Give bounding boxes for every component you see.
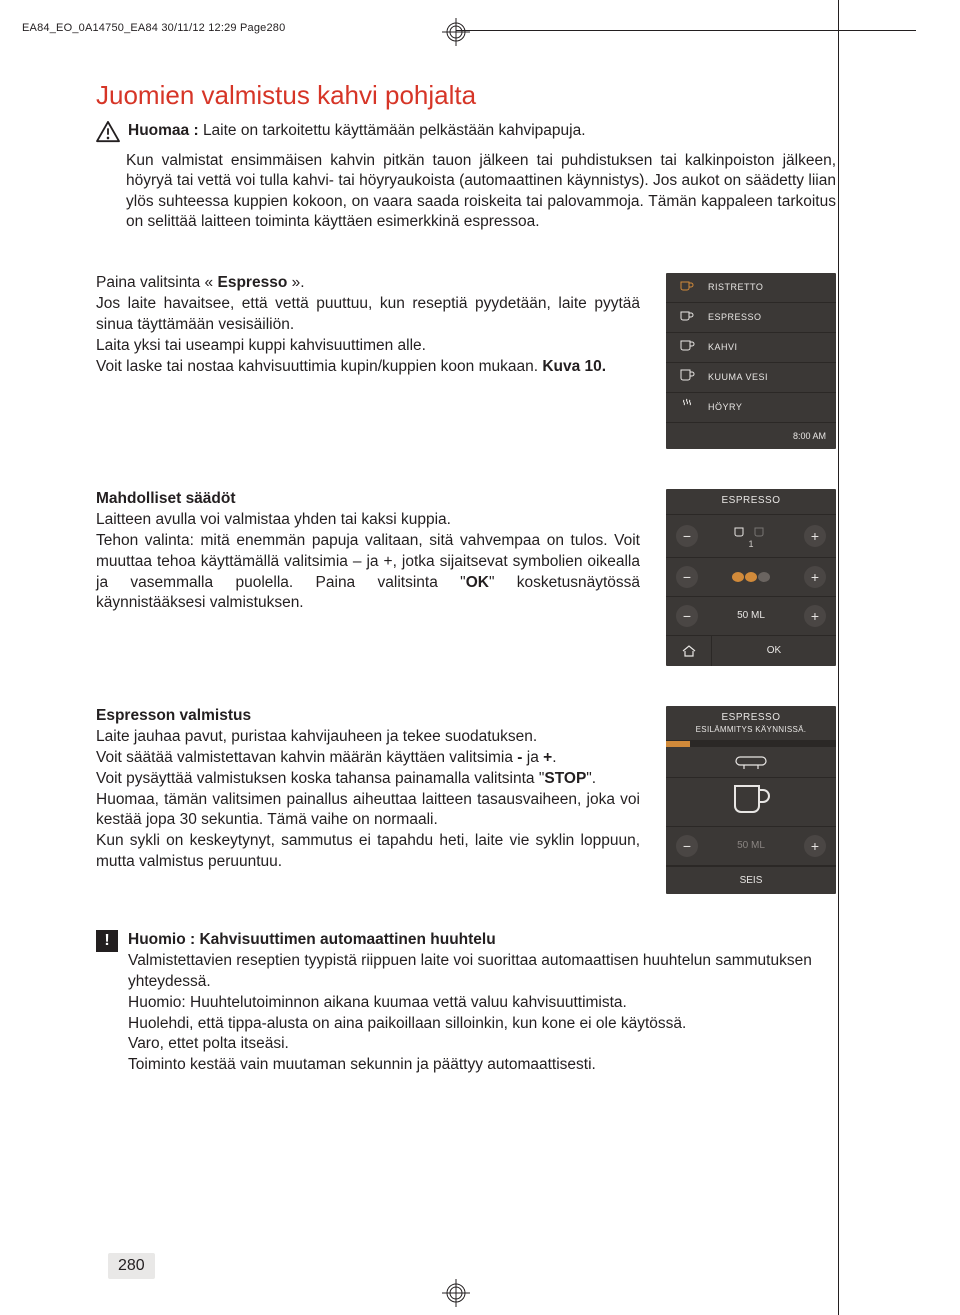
page-number: 280 [108, 1253, 155, 1279]
intro-paragraph: Kun valmistat ensimmäisen kahvin pitkän … [96, 151, 836, 233]
beans-row: − + [666, 558, 836, 597]
warning-text: Huomaa : Laite on tarkoitettu käyttämään… [128, 121, 586, 141]
section-espresso-select: Paina valitsinta « Espresso ». Jos laite… [96, 273, 836, 449]
section-brewing: Espresson valmistus Laite jauhaa pavut, … [96, 706, 836, 894]
page-body: Juomien valmistus kahvi pohjalta Huomaa … [96, 80, 836, 1076]
big-cup-icon [666, 778, 836, 827]
beans-icon [732, 572, 770, 582]
menu-label: KUUMA VESI [708, 372, 768, 382]
menu-label: RISTRETTO [708, 282, 763, 292]
plus-button[interactable]: + [804, 605, 826, 627]
section-settings: Mahdolliset säädöt Laitteen avulla voi v… [96, 489, 836, 666]
bottom-row: OK [666, 636, 836, 666]
volume-label: 50 ML [737, 840, 765, 851]
volume-label: 50 ML [737, 610, 765, 621]
cup-count: 1 [732, 539, 770, 549]
minus-button[interactable]: − [676, 525, 698, 547]
minus-button[interactable]: − [676, 605, 698, 627]
steam-icon [676, 397, 698, 418]
screen-drink-menu: RISTRETTO ESPRESSO KAHVI KUUMA VESI HÖYR… [666, 273, 836, 449]
crop-line-h [456, 30, 916, 31]
dispenser-icon [666, 747, 836, 778]
notice-block: ! Huomio : Kahvisuuttimen automaattinen … [96, 930, 836, 1076]
section-text: Mahdolliset säädöt Laitteen avulla voi v… [96, 489, 640, 666]
volume-row: − 50 ML + [666, 597, 836, 636]
warning-row: Huomaa : Laite on tarkoitettu käyttämään… [96, 121, 836, 143]
plus-button[interactable]: + [804, 835, 826, 857]
notice-text: Huomio : Kahvisuuttimen automaattinen hu… [128, 930, 832, 1076]
minus-button[interactable]: − [676, 566, 698, 588]
home-button[interactable] [666, 636, 712, 666]
page-title: Juomien valmistus kahvi pohjalta [96, 80, 836, 111]
cup-icon [676, 277, 698, 298]
cups-icon [732, 523, 770, 539]
menu-item-kuumavesi[interactable]: KUUMA VESI [666, 363, 836, 393]
cup-icon [676, 337, 698, 358]
menu-label: KAHVI [708, 342, 738, 352]
clock: 8:00 AM [666, 423, 836, 449]
section-text: Espresson valmistus Laite jauhaa pavut, … [96, 706, 640, 894]
menu-item-ristretto[interactable]: RISTRETTO [666, 273, 836, 303]
plus-button[interactable]: + [804, 566, 826, 588]
minus-button[interactable]: − [676, 835, 698, 857]
menu-item-kahvi[interactable]: KAHVI [666, 333, 836, 363]
cups-row: − 1 + [666, 515, 836, 558]
screen-espresso-settings: ESPRESSO − 1 + − [666, 489, 836, 666]
menu-item-hoyry[interactable]: HÖYRY [666, 393, 836, 423]
menu-label: HÖYRY [708, 402, 742, 412]
reg-mark-bottom [442, 1279, 470, 1307]
section-text: Paina valitsinta « Espresso ». Jos laite… [96, 273, 640, 449]
screen-header: ESPRESSO ESILÄMMITYS KÄYNNISSÄ. [666, 706, 836, 741]
cup-icon [676, 307, 698, 328]
reg-mark-top [442, 18, 470, 46]
ok-button[interactable]: OK [712, 636, 836, 666]
volume-row: − 50 ML + [666, 827, 836, 866]
menu-item-espresso[interactable]: ESPRESSO [666, 303, 836, 333]
screen-brewing: ESPRESSO ESILÄMMITYS KÄYNNISSÄ. − 50 ML … [666, 706, 836, 894]
cup-icon [676, 367, 698, 388]
plus-button[interactable]: + [804, 525, 826, 547]
screen-title: ESPRESSO [666, 489, 836, 515]
print-header: EA84_EO_0A14750_EA84 30/11/12 12:29 Page… [22, 22, 285, 34]
warning-icon [96, 121, 120, 143]
stop-button[interactable]: SEIS [666, 866, 836, 894]
notice-icon: ! [96, 930, 118, 952]
progress-bar [666, 741, 836, 747]
menu-label: ESPRESSO [708, 312, 762, 322]
crop-line-v [838, 0, 839, 1315]
